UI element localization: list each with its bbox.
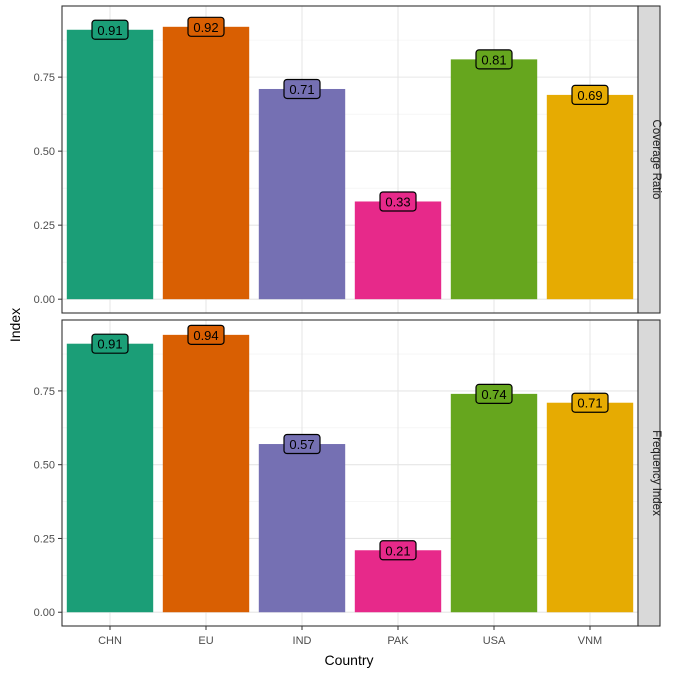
- panel-background: [62, 6, 638, 313]
- x-axis-title: Country: [324, 652, 373, 668]
- bar-chn: [66, 343, 154, 613]
- bar-usa: [450, 393, 538, 613]
- x-tick-label: VNM: [578, 635, 602, 647]
- x-tick-label: PAK: [387, 635, 409, 647]
- bar-pak: [354, 201, 442, 300]
- data-label-box: [91, 19, 129, 40]
- x-tick-label: EU: [198, 635, 213, 647]
- y-tick-label: 0.25: [34, 220, 55, 232]
- y-tick-label: 0.50: [34, 460, 55, 472]
- data-label-box: [571, 392, 609, 413]
- data-label-box: [379, 540, 417, 561]
- y-tick-label: 0.50: [34, 146, 55, 158]
- data-label-box: [571, 84, 609, 105]
- y-tick-label: 0.75: [34, 386, 55, 398]
- data-label-box: [283, 433, 321, 455]
- data-label: 0.33: [385, 194, 410, 209]
- data-label: 0.21: [385, 543, 410, 558]
- bar-vnm: [546, 94, 634, 300]
- y-axis-title: Index: [7, 308, 23, 342]
- y-tick-label: 0.75: [34, 72, 55, 84]
- data-label-box: [475, 383, 513, 404]
- data-label-box: [475, 49, 513, 70]
- x-tick-label: CHN: [98, 635, 122, 647]
- data-label: 0.92: [193, 20, 218, 35]
- bar-ind: [258, 444, 346, 613]
- data-label: 0.71: [289, 82, 314, 97]
- bar-vnm: [546, 402, 634, 613]
- bar-eu: [162, 334, 250, 613]
- data-label-box: [187, 16, 225, 37]
- data-label: 0.91: [97, 337, 122, 352]
- y-tick-label: 0.25: [34, 533, 55, 545]
- bar-chn: [66, 29, 154, 300]
- data-label-box: [91, 333, 129, 354]
- y-tick-label: 0.00: [34, 294, 55, 306]
- data-label-box: [283, 78, 321, 100]
- data-label-box: [187, 324, 225, 345]
- data-label: 0.91: [97, 23, 122, 38]
- data-label: 0.81: [481, 52, 506, 67]
- facet-strip: [637, 5, 661, 314]
- data-label: 0.94: [193, 328, 218, 343]
- panel-background: [62, 320, 638, 626]
- facet-strip-label: Coverage Ratio: [650, 120, 662, 200]
- data-label: 0.69: [577, 88, 602, 103]
- facet-strip-label: Frequency Index: [650, 430, 662, 516]
- data-label-box: [379, 191, 417, 212]
- data-label: 0.71: [577, 396, 602, 411]
- bar-ind: [258, 88, 346, 300]
- panel-2: 0.91 0.94 0.57 0.21 0.74 0.71 0.00 0.25 0.50 0.75…: [34, 319, 662, 647]
- bar-pak: [354, 550, 442, 613]
- data-label: 0.57: [289, 437, 314, 452]
- bar-usa: [450, 59, 538, 300]
- x-tick-label: USA: [483, 635, 506, 647]
- x-tick-label: IND: [293, 635, 312, 647]
- data-label: 0.74: [481, 387, 506, 402]
- bar-eu: [162, 26, 250, 300]
- panel-1: 0.91 0.92 0.71 0.33 0.81 0.69 0.00 0.25 0.50 0.75…: [34, 5, 662, 314]
- facet-strip: [637, 319, 661, 627]
- y-tick-label: 0.00: [34, 607, 55, 619]
